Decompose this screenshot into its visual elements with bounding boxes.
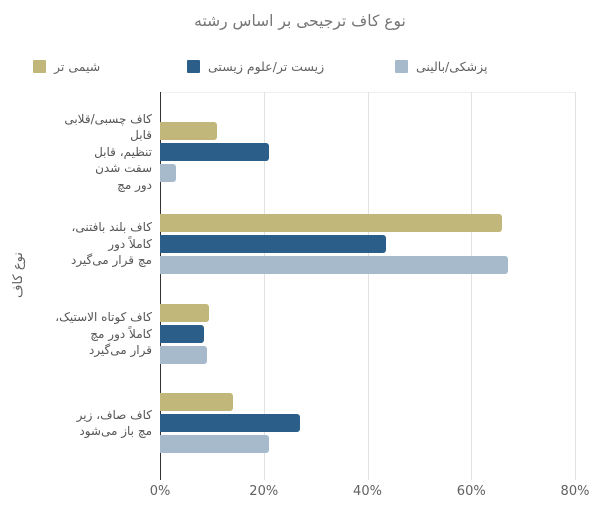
legend-label: زیست تر/علوم زیستی — [208, 58, 325, 74]
category-label-line: مچ قرار می‌گیرد — [70, 253, 152, 268]
bar-series0-cat1 — [160, 214, 503, 232]
bar-series1-cat0 — [160, 143, 269, 161]
bar-series2-cat3 — [160, 435, 269, 453]
category-label-line: قرار می‌گیرد — [88, 343, 152, 358]
x-tick-label-0: 0% — [149, 484, 171, 499]
legend-item-2: پزشکی/بالینی — [395, 58, 487, 74]
bar-series1-cat3 — [160, 414, 301, 432]
legend-swatch — [187, 59, 200, 73]
x-tick-label-60: 60% — [456, 484, 486, 499]
bar-series2-cat2 — [160, 346, 207, 364]
y-axis-line — [160, 92, 161, 480]
category-label-line: مچ باز می‌شود — [79, 424, 152, 438]
y-axis-title: نوع کاف — [11, 252, 26, 298]
legend-label: شیمی تر — [54, 58, 101, 74]
category-label-0: کاف چسبی/قلابی قابل تنظیم، قابل سفت شدن دور … — [40, 111, 152, 194]
category-label-line: دور مچ — [117, 177, 152, 192]
category-label-line: تنظیم، قابل — [94, 144, 152, 159]
legend-label: پزشکی/بالینی — [416, 58, 488, 74]
legend-item-1: زیست تر/علوم زیستی — [187, 58, 324, 74]
gridline-40 — [367, 92, 369, 480]
category-label-3: کاف صاف، زیر مچ باز می‌شود — [40, 407, 152, 440]
x-tick-label-80: 80% — [560, 484, 590, 499]
legend-swatch — [395, 59, 408, 73]
bar-series1-cat1 — [160, 235, 386, 253]
category-label-line: قابل — [130, 128, 152, 143]
chart-legend: شیمی تر زیست تر/علوم زیستی پزشکی/بالینی — [0, 58, 600, 76]
legend-item-0: شیمی تر — [33, 58, 100, 74]
category-label-line: کاف کوتاه الاستیک، — [55, 310, 152, 325]
gridline-20 — [263, 92, 265, 480]
bar-series2-cat0 — [160, 164, 176, 182]
category-label-line: کاملاً دور — [108, 236, 152, 251]
category-label-line: سفت شدن — [95, 161, 152, 176]
category-label-line: کاف چسبی/قلابی — [64, 111, 152, 126]
bar-series1-cat2 — [160, 325, 205, 343]
x-tick-label-40: 40% — [353, 484, 382, 499]
chart-title: نوع کاف ترجیحی بر اساس رشته — [194, 12, 406, 30]
plot-area — [160, 92, 575, 477]
category-label-line: کاملاً دور مچ — [90, 326, 152, 341]
gridline-80 — [575, 92, 576, 480]
category-label-2: کاف کوتاه الاستیک، کاملاً دور مچ قرار می‌گ… — [40, 309, 152, 359]
bar-series0-cat0 — [160, 122, 218, 140]
category-label-line: کاف بلند بافتنی، — [71, 220, 152, 235]
legend-swatch — [33, 59, 46, 73]
gridline-60 — [471, 92, 473, 480]
category-label-line: کاف صاف، زیر — [76, 407, 152, 422]
bar-series2-cat1 — [160, 256, 508, 274]
bar-series0-cat3 — [160, 393, 233, 411]
x-tick-label-20: 20% — [249, 484, 279, 499]
category-label-1: کاف بلند بافتنی، کاملاً دور مچ قرار می‌گیر… — [40, 219, 152, 269]
bar-series0-cat2 — [160, 304, 210, 322]
